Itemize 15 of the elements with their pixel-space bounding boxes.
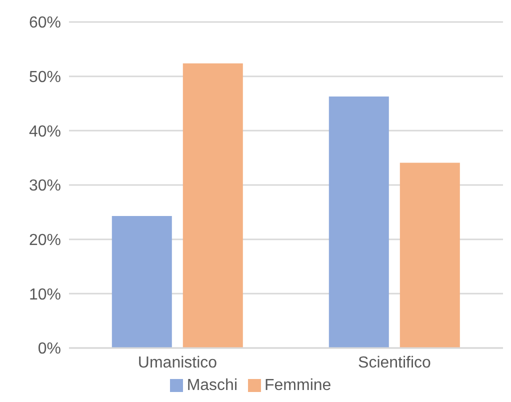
bar [400, 162, 460, 348]
bar [182, 63, 243, 348]
y-tick-label: 10% [28, 286, 61, 304]
y-tick-label: 40% [28, 123, 61, 140]
bar [112, 216, 172, 348]
legend-label: Femmine [264, 377, 332, 394]
legend-label: Maschi [186, 377, 238, 394]
y-tick-label: 20% [28, 232, 61, 250]
bar [328, 96, 389, 348]
x-tick-label: Scientifico [358, 354, 432, 372]
y-tick-label: 30% [28, 178, 61, 195]
x-tick-label: Umanistico [138, 354, 218, 372]
y-tick-label: 60% [28, 14, 61, 32]
y-tick-label: 50% [28, 69, 61, 86]
y-tick-label: 0% [38, 340, 61, 358]
